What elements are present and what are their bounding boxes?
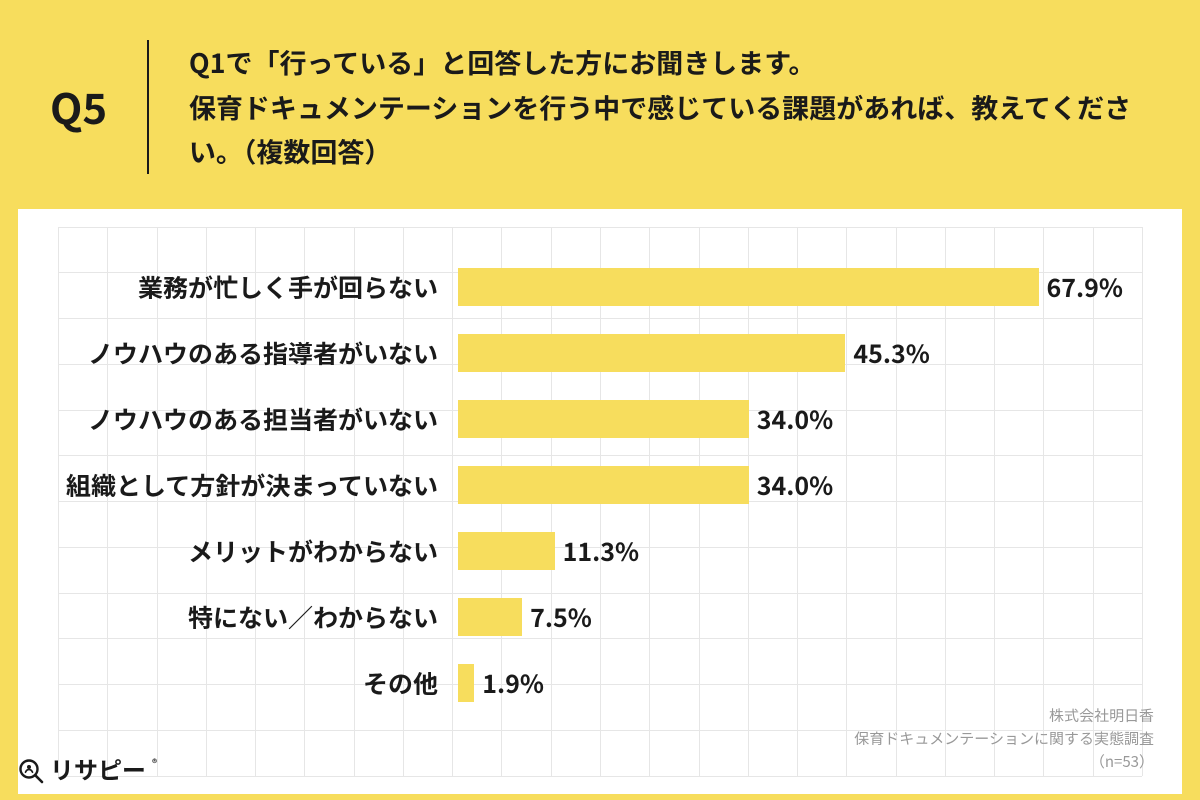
bar-value: 1.9% (482, 665, 544, 701)
question-text: Q1で「行っている」と回答した方にお聞きします。 保育ドキュメンテーションを行う… (149, 40, 1160, 174)
row-label: ノウハウのある担当者がいない (58, 401, 458, 437)
bar-value: 67.9% (1047, 269, 1123, 305)
row-bar-area: 67.9% (458, 268, 1142, 306)
row-label: 組織として方針が決まっていない (58, 467, 458, 503)
bar (458, 268, 1039, 306)
credit-n: （n=53） (854, 750, 1154, 773)
question-number: Q5 (50, 40, 147, 174)
bar (458, 598, 522, 636)
question-header: Q5 Q1で「行っている」と回答した方にお聞きします。 保育ドキュメンテーション… (0, 0, 1200, 209)
bar-value: 11.3% (563, 533, 639, 569)
row-label: 特にない／わからない (58, 599, 458, 635)
row-bar-area: 1.9% (458, 664, 1142, 702)
chart-rows: 業務が忙しく手が回らない67.9%ノウハウのある指導者がいない45.3%ノウハウ… (58, 254, 1142, 716)
row-bar-area: 11.3% (458, 532, 1142, 570)
credit-company: 株式会社明日香 (854, 704, 1154, 727)
brand-logo: リサピー ® (18, 751, 157, 786)
bar (458, 466, 749, 504)
row-bar-area: 45.3% (458, 334, 1142, 372)
row-label: その他 (58, 665, 458, 701)
row-bar-area: 34.0% (458, 466, 1142, 504)
search-person-icon (18, 756, 44, 782)
bar (458, 532, 555, 570)
chart-row: ノウハウのある担当者がいない 34.0% (58, 386, 1142, 452)
bar (458, 400, 749, 438)
row-bar-area: 7.5% (458, 598, 1142, 636)
chart-row: 業務が忙しく手が回らない 67.9% (58, 254, 1142, 320)
bar (458, 334, 845, 372)
chart-row: 特にない／わからない 7.5% (58, 584, 1142, 650)
bar-value: 34.0% (757, 467, 833, 503)
row-bar-area: 34.0% (458, 400, 1142, 438)
chart-row: 組織として方針が決まっていない 34.0% (58, 452, 1142, 518)
row-label: ノウハウのある指導者がいない (58, 335, 458, 371)
row-label: 業務が忙しく手が回らない (58, 269, 458, 305)
row-label: メリットがわからない (58, 533, 458, 569)
chart-row: ノウハウのある指導者がいない 45.3% (58, 320, 1142, 386)
chart-panel: 業務が忙しく手が回らない67.9%ノウハウのある指導者がいない45.3%ノウハウ… (18, 209, 1182, 794)
credit-survey: 保育ドキュメンテーションに関する実態調査 (854, 727, 1154, 750)
bar (458, 664, 474, 702)
brand-trademark: ® (152, 755, 157, 770)
chart-row: メリットがわからない 11.3% (58, 518, 1142, 584)
credit-block: 株式会社明日香 保育ドキュメンテーションに関する実態調査 （n=53） (854, 704, 1154, 774)
page: Q5 Q1で「行っている」と回答した方にお聞きします。 保育ドキュメンテーション… (0, 0, 1200, 800)
bar-value: 45.3% (853, 335, 929, 371)
brand-name: リサピー (50, 751, 146, 786)
bar-value: 34.0% (757, 401, 833, 437)
bar-value: 7.5% (530, 599, 592, 635)
